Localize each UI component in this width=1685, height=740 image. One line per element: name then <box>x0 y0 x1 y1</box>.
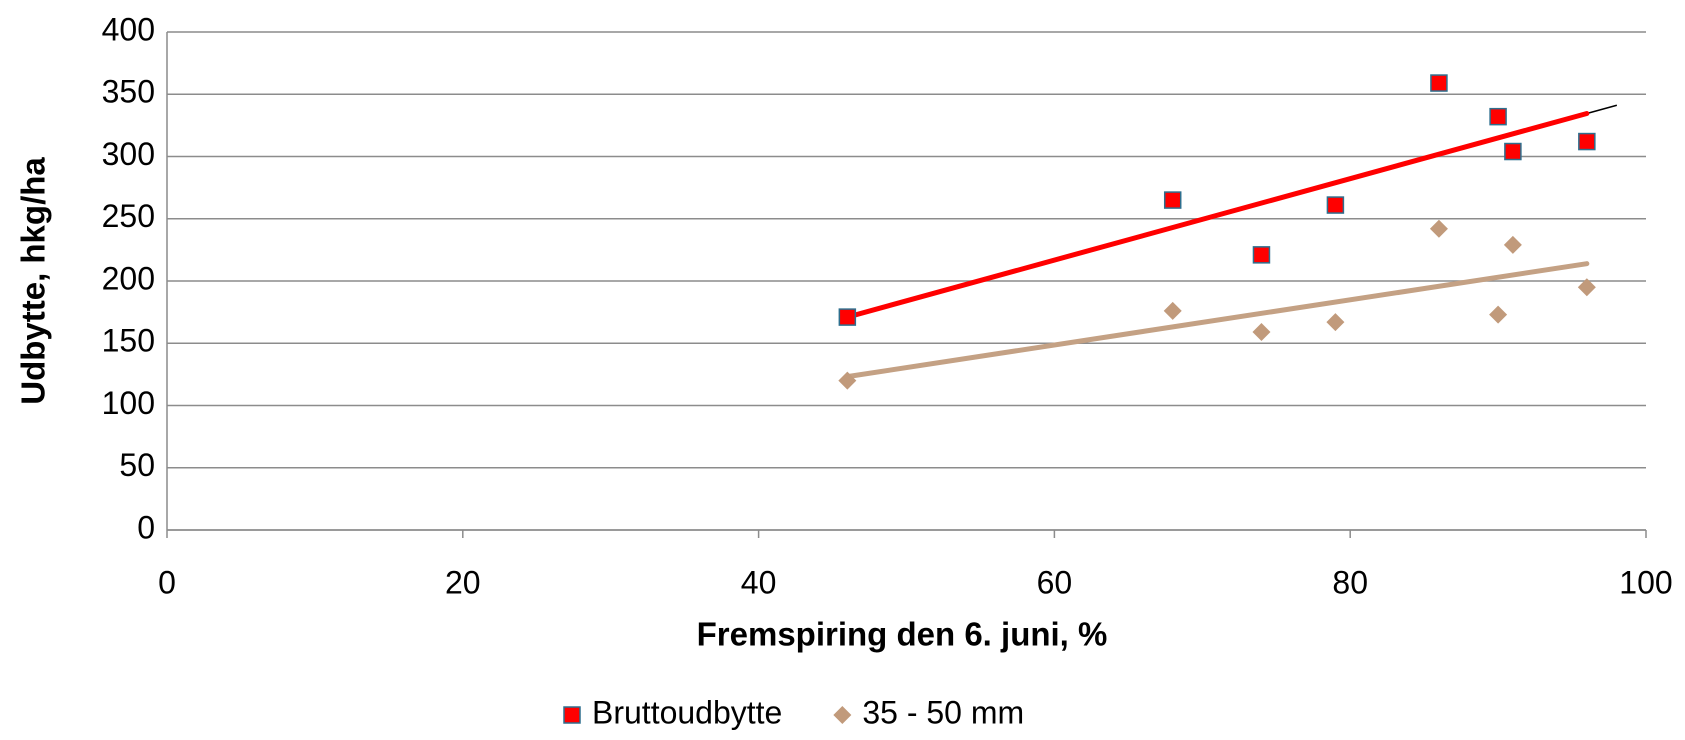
legend-marker <box>833 706 852 724</box>
marker <box>1429 219 1448 238</box>
marker <box>1326 313 1345 332</box>
marker <box>1252 246 1271 264</box>
marker <box>838 371 857 390</box>
marker <box>1430 74 1448 92</box>
y-axis-title: Udbytte, hkg/ha <box>15 157 52 405</box>
x-tick-label: 80 <box>1332 564 1368 600</box>
y-tick-label: 350 <box>102 74 155 110</box>
y-tick-label: 50 <box>119 447 155 483</box>
x-tick-label: 0 <box>158 564 176 600</box>
trendline <box>844 261 1590 380</box>
trendline-extension <box>1586 104 1618 115</box>
y-tick-label: 100 <box>102 385 155 421</box>
marker <box>1489 107 1507 126</box>
legend-label: Bruttoudbytte <box>592 694 782 730</box>
marker <box>1163 301 1182 320</box>
trendline <box>844 110 1590 320</box>
legend-label: 35 - 50 mm <box>862 694 1024 730</box>
marker <box>1577 278 1596 297</box>
marker <box>1489 305 1508 324</box>
y-tick-label: 250 <box>102 198 155 234</box>
marker <box>838 308 857 326</box>
x-axis-title: Fremspiring den 6. juni, % <box>697 616 1108 653</box>
y-tick-label: 150 <box>102 323 155 359</box>
legend-marker <box>563 706 581 724</box>
marker <box>1252 323 1271 342</box>
x-tick-label: 40 <box>741 564 777 600</box>
marker <box>1326 196 1345 214</box>
x-tick-label: 100 <box>1619 564 1672 600</box>
y-tick-label: 400 <box>102 11 155 47</box>
marker <box>1578 132 1596 151</box>
y-tick-label: 0 <box>137 509 155 545</box>
marker <box>1163 191 1182 209</box>
y-tick-label: 200 <box>102 260 155 296</box>
x-tick-label: 20 <box>445 564 481 600</box>
marker <box>1503 235 1522 254</box>
x-tick-label: 60 <box>1037 564 1073 600</box>
y-tick-label: 300 <box>102 136 155 172</box>
marker <box>1504 142 1522 161</box>
